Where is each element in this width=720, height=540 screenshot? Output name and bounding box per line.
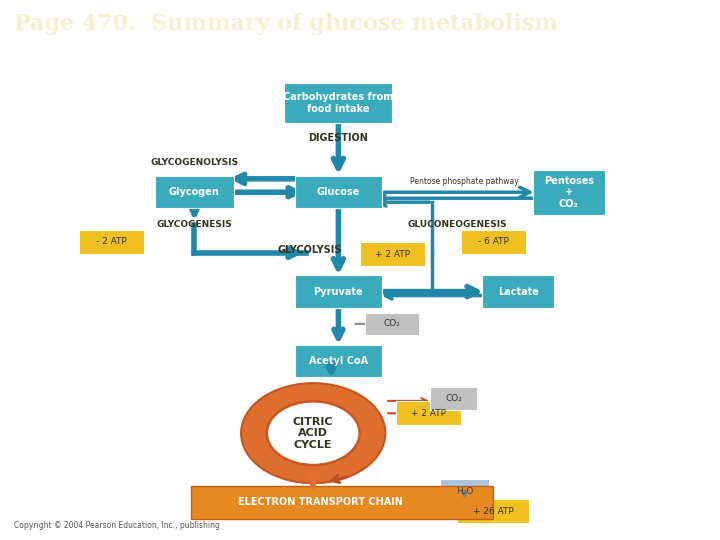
Text: Pyruvate: Pyruvate	[314, 287, 363, 296]
Text: Pentoses
+
CO₂: Pentoses + CO₂	[544, 176, 594, 209]
FancyBboxPatch shape	[191, 487, 493, 518]
FancyBboxPatch shape	[284, 83, 392, 123]
Text: H₂O: H₂O	[456, 487, 473, 496]
Text: Lactate: Lactate	[498, 287, 539, 296]
Wedge shape	[241, 383, 385, 483]
FancyBboxPatch shape	[533, 170, 605, 214]
Text: Glycogen: Glycogen	[169, 187, 220, 197]
FancyBboxPatch shape	[440, 480, 489, 503]
Text: DIGESTION: DIGESTION	[308, 133, 369, 143]
Text: + 2 ATP: + 2 ATP	[411, 409, 446, 418]
FancyBboxPatch shape	[360, 242, 425, 266]
Text: Pentose phosphate pathway: Pentose phosphate pathway	[410, 177, 519, 186]
Text: CITRIC
ACID
CYCLE: CITRIC ACID CYCLE	[293, 416, 333, 450]
FancyBboxPatch shape	[457, 500, 529, 523]
Text: Copyright © 2004 Pearson Education, Inc., publishing: Copyright © 2004 Pearson Education, Inc.…	[14, 521, 220, 530]
FancyBboxPatch shape	[295, 176, 382, 208]
Text: GLUCONEOGENESIS: GLUCONEOGENESIS	[408, 220, 507, 229]
Text: ELECTRON TRANSPORT CHAIN: ELECTRON TRANSPORT CHAIN	[238, 497, 402, 507]
FancyBboxPatch shape	[461, 230, 526, 254]
Text: - 6 ATP: - 6 ATP	[478, 238, 508, 246]
Text: + 2 ATP: + 2 ATP	[375, 250, 410, 259]
FancyBboxPatch shape	[482, 275, 554, 308]
Text: GLYCOLYSIS: GLYCOLYSIS	[277, 245, 342, 255]
Text: Acetyl CoA: Acetyl CoA	[309, 356, 368, 366]
Text: Glucose: Glucose	[317, 187, 360, 197]
Text: Carbohydrates from
food intake: Carbohydrates from food intake	[283, 92, 394, 113]
Text: + 26 ATP: + 26 ATP	[473, 507, 513, 516]
Text: - 2 ATP: - 2 ATP	[96, 238, 127, 246]
Text: Page 470.  Summary of glucose metabolism: Page 470. Summary of glucose metabolism	[14, 13, 558, 35]
FancyBboxPatch shape	[155, 176, 234, 208]
Text: GLYCOGENESIS: GLYCOGENESIS	[156, 220, 233, 229]
FancyBboxPatch shape	[366, 313, 419, 335]
FancyBboxPatch shape	[295, 275, 382, 308]
FancyBboxPatch shape	[396, 401, 461, 425]
FancyBboxPatch shape	[295, 345, 382, 377]
FancyBboxPatch shape	[79, 230, 144, 254]
FancyBboxPatch shape	[431, 387, 477, 410]
Text: GLYCOGENOLYSIS: GLYCOGENOLYSIS	[150, 158, 238, 167]
Text: CO₂: CO₂	[445, 394, 462, 403]
Text: CO₂: CO₂	[384, 319, 401, 328]
